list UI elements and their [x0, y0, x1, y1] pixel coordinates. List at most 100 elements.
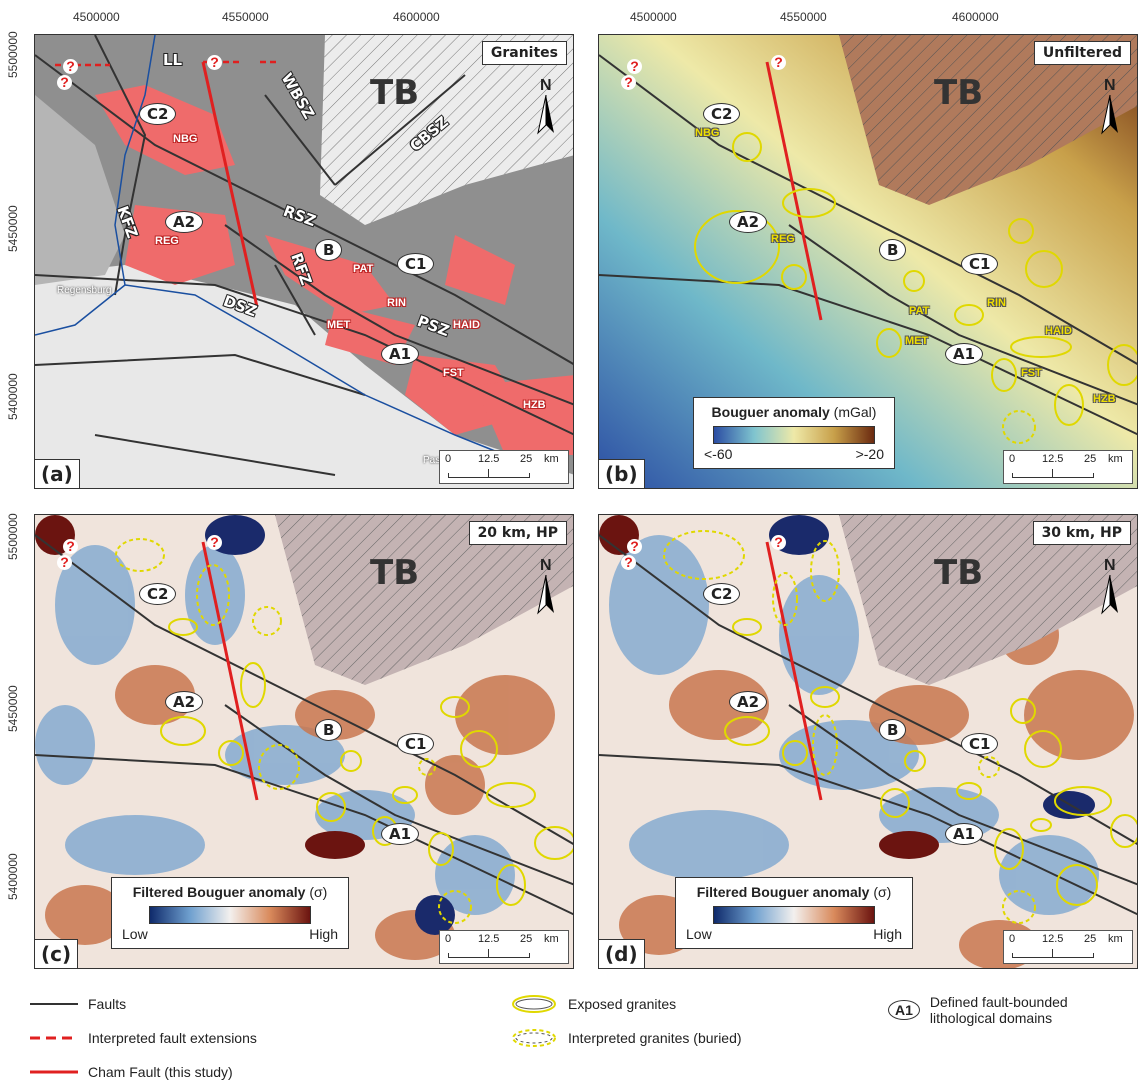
- legend-domains: A1 Defined fault-bounded lithological do…: [888, 994, 1068, 1026]
- legend-exposed-granites: Exposed granites: [510, 994, 676, 1014]
- domain-c2: C2: [139, 583, 177, 605]
- scale-zero: 0: [1009, 453, 1016, 465]
- y-tick-2: 5450000: [6, 205, 20, 252]
- domain-b: B: [879, 719, 907, 741]
- granite-fst: FST: [443, 367, 464, 379]
- panel-b-unfiltered: Unfiltered TB N NBG REG PAT RIN MET HAID…: [598, 34, 1138, 489]
- dashed-fault-icon: [30, 1036, 78, 1040]
- domain-a1: A1: [381, 823, 420, 845]
- legend-cham-fault: Cham Fault (this study): [30, 1064, 233, 1080]
- question-mark: ?: [627, 59, 642, 74]
- panel-letter: (d): [599, 939, 645, 968]
- granite-pat: PAT: [353, 263, 374, 275]
- dashed-ellipse-icon: [512, 1029, 556, 1047]
- domain-a1: A1: [945, 823, 984, 845]
- fault-ll: LL: [163, 51, 183, 69]
- scale-zero: 0: [445, 933, 452, 945]
- fault-line-icon: [30, 1003, 78, 1005]
- x-tick-6: 4600000: [952, 10, 999, 24]
- granite-hzb: HZB: [523, 399, 546, 411]
- scale-bar: 0 12.5 25 km: [439, 930, 569, 964]
- domain-symbol: A1: [888, 1000, 920, 1020]
- domain-c1: C1: [397, 253, 435, 275]
- legend-interpreted-faults: Interpreted fault extensions: [30, 1030, 257, 1046]
- scale-unit: km: [1108, 453, 1123, 465]
- bouguer-map: [599, 35, 1137, 488]
- basin-label: TB: [934, 553, 984, 593]
- question-mark: ?: [627, 539, 642, 554]
- scale-end: 25: [1084, 453, 1097, 465]
- question-mark: ?: [63, 59, 78, 74]
- question-mark: ?: [621, 555, 636, 570]
- colorbar-gradient: [713, 426, 875, 444]
- solid-ellipse-icon: [512, 995, 556, 1013]
- domain-c2: C2: [703, 103, 741, 125]
- granite-haid: HAID: [453, 319, 480, 331]
- domain-a2: A2: [729, 211, 768, 233]
- panel-a-granites: Granites TB N LL WBSZ CBSZ RSZ KFZ RFZ D…: [34, 34, 574, 489]
- scale-mid: 12.5: [1042, 453, 1064, 465]
- north-arrow-icon: [1101, 95, 1118, 135]
- panel-letter: (a): [35, 459, 80, 488]
- question-mark: ?: [207, 535, 222, 550]
- domain-c1: C1: [961, 733, 999, 755]
- town-pas: Pas: [423, 455, 441, 466]
- domain-c2: C2: [139, 103, 177, 125]
- y-tick-5: 5450000: [6, 685, 20, 732]
- panel-title: 30 km, HP: [1032, 521, 1131, 545]
- question-mark: ?: [771, 535, 786, 550]
- scale-bar: 0 12.5 25 km: [439, 450, 569, 484]
- scale-zero: 0: [445, 453, 452, 465]
- question-mark: ?: [57, 555, 72, 570]
- scale-unit: km: [1108, 933, 1123, 945]
- scale-end: 25: [1084, 933, 1097, 945]
- domain-a2: A2: [165, 211, 204, 233]
- colorbar-high: High: [309, 926, 338, 942]
- scale-mid: 12.5: [478, 453, 500, 465]
- x-tick-2: 4550000: [222, 10, 269, 24]
- domain-a1: A1: [945, 343, 984, 365]
- colorbar-unfiltered: Bouguer anomaly (mGal) <-60 >-20: [693, 397, 895, 469]
- colorbar-filtered: Filtered Bouguer anomaly (σ) Low High: [111, 877, 349, 949]
- panel-d-30km: 30 km, HP TB N C2 A2 B C1 A1 ? ? ? Filte…: [598, 514, 1138, 969]
- granite-met: MET: [327, 319, 351, 331]
- domain-a1: A1: [381, 343, 420, 365]
- north-arrow-icon: [1101, 575, 1118, 615]
- panel-title: 20 km, HP: [468, 521, 567, 545]
- north-arrow: N: [1101, 77, 1120, 135]
- question-mark: ?: [57, 75, 72, 90]
- domain-c1: C1: [397, 733, 435, 755]
- y-tick-1: 5500000: [6, 31, 20, 78]
- colorbar-title: Filtered Bouguer anomaly: [696, 884, 870, 900]
- domain-c2: C2: [703, 583, 741, 605]
- domain-a2: A2: [729, 691, 768, 713]
- granite-nbg: NBG: [695, 127, 720, 139]
- scale-zero: 0: [1009, 933, 1016, 945]
- town-regensburg: Regensburg: [57, 285, 112, 296]
- y-tick-4: 5500000: [6, 513, 20, 560]
- colorbar-high: High: [873, 926, 902, 942]
- granite-nbg: NBG: [173, 133, 198, 145]
- granite-reg: REG: [155, 235, 179, 247]
- panel-letter: (c): [35, 939, 79, 968]
- colorbar-title: Bouguer anomaly: [711, 404, 830, 420]
- colorbar-gradient: [713, 906, 875, 924]
- colorbar-unit: (σ): [873, 884, 892, 900]
- granite-haid: HAID: [1045, 325, 1072, 337]
- granite-reg: REG: [771, 233, 795, 245]
- x-tick-3: 4600000: [393, 10, 440, 24]
- map-legend: Faults Interpreted fault extensions Cham…: [0, 992, 1138, 1084]
- colorbar-filtered: Filtered Bouguer anomaly (σ) Low High: [675, 877, 913, 949]
- colorbar-title: Filtered Bouguer anomaly: [132, 884, 306, 900]
- colorbar-unit: (σ): [309, 884, 328, 900]
- granite-met: MET: [905, 335, 929, 347]
- scale-mid: 12.5: [478, 933, 500, 945]
- north-arrow: N: [1101, 557, 1120, 615]
- domain-b: B: [315, 719, 343, 741]
- y-tick-3: 5400000: [6, 373, 20, 420]
- basin-label: TB: [370, 73, 420, 113]
- colorbar-high: >-20: [855, 446, 884, 462]
- panel-title: Granites: [481, 41, 567, 65]
- scale-end: 25: [520, 933, 533, 945]
- y-tick-6: 5400000: [6, 853, 20, 900]
